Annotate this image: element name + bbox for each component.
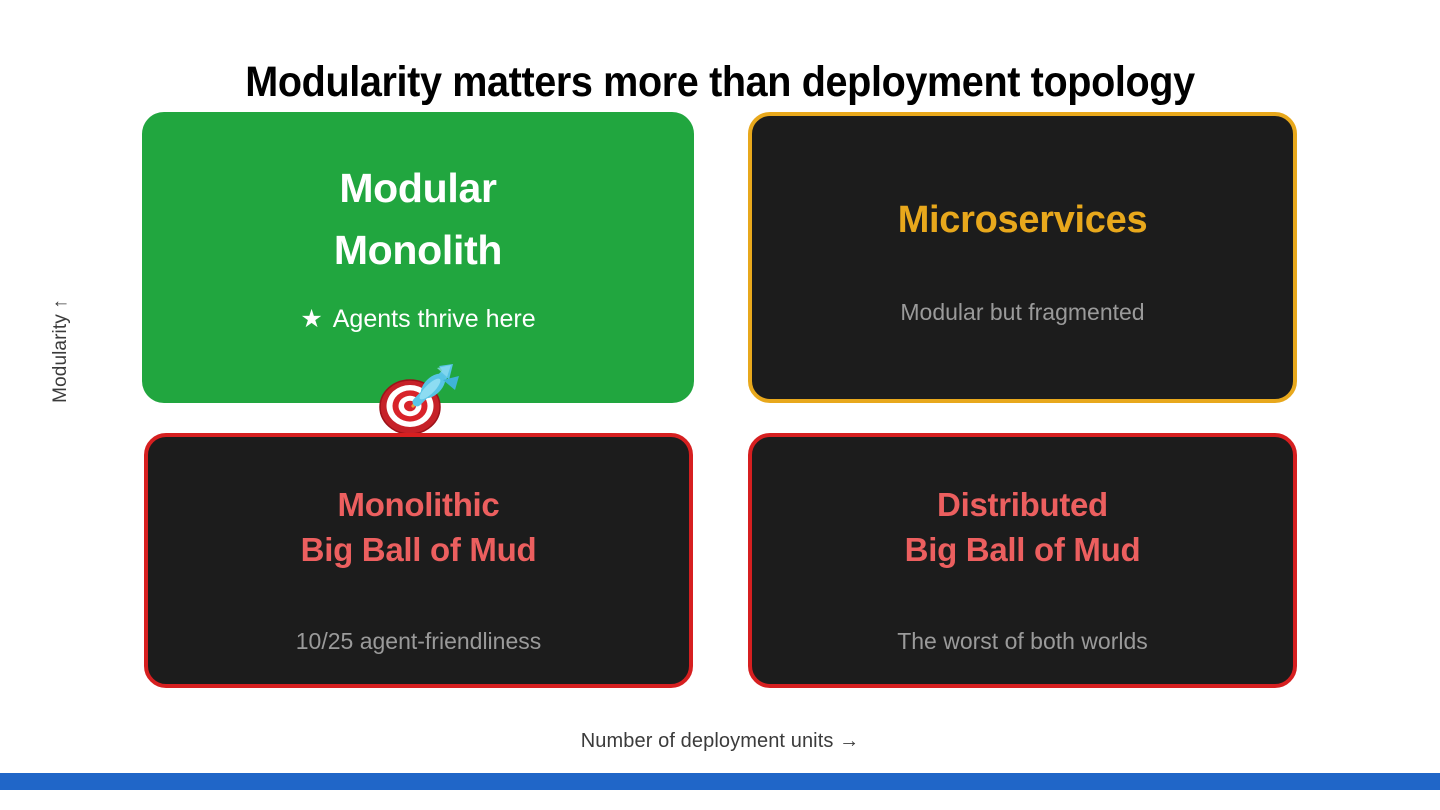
quadrant-microservices[interactable]: Microservices Modular but fragmented bbox=[748, 112, 1297, 403]
quadrant-subtext: The worst of both worlds bbox=[897, 627, 1148, 654]
quadrant-heading: Microservices bbox=[897, 199, 1148, 241]
y-axis-label: Modularity ↑ bbox=[50, 299, 71, 403]
quadrant-heading: Modular Monolith bbox=[333, 165, 503, 273]
footer-accent-bar bbox=[0, 773, 1440, 790]
page-title: Modularity matters more than deployment … bbox=[245, 57, 1195, 106]
quadrant-subtext: 10/25 agent-friendliness bbox=[295, 627, 542, 654]
star-icon: ★ bbox=[300, 305, 323, 333]
quadrant-heading: Monolithic Big Ball of Mud bbox=[300, 486, 537, 568]
quadrant-distributed-big-ball-of-mud[interactable]: Distributed Big Ball of Mud The worst of… bbox=[748, 433, 1297, 688]
quadrant-heading: Distributed Big Ball of Mud bbox=[904, 486, 1141, 568]
quadrant-subtext-label: Agents thrive here bbox=[332, 305, 536, 333]
quadrant-subtext: ★ Agents thrive here bbox=[300, 305, 535, 334]
x-axis-label: Number of deployment units → bbox=[580, 730, 860, 752]
quadrant-subtext: Modular but fragmented bbox=[900, 298, 1145, 325]
quadrant-monolithic-big-ball-of-mud[interactable]: Monolithic Big Ball of Mud 10/25 agent-f… bbox=[144, 433, 693, 688]
dart-icon bbox=[373, 344, 463, 434]
quadrant-modular-monolith[interactable]: Modular Monolith ★ Agents thrive here bbox=[142, 112, 694, 434]
